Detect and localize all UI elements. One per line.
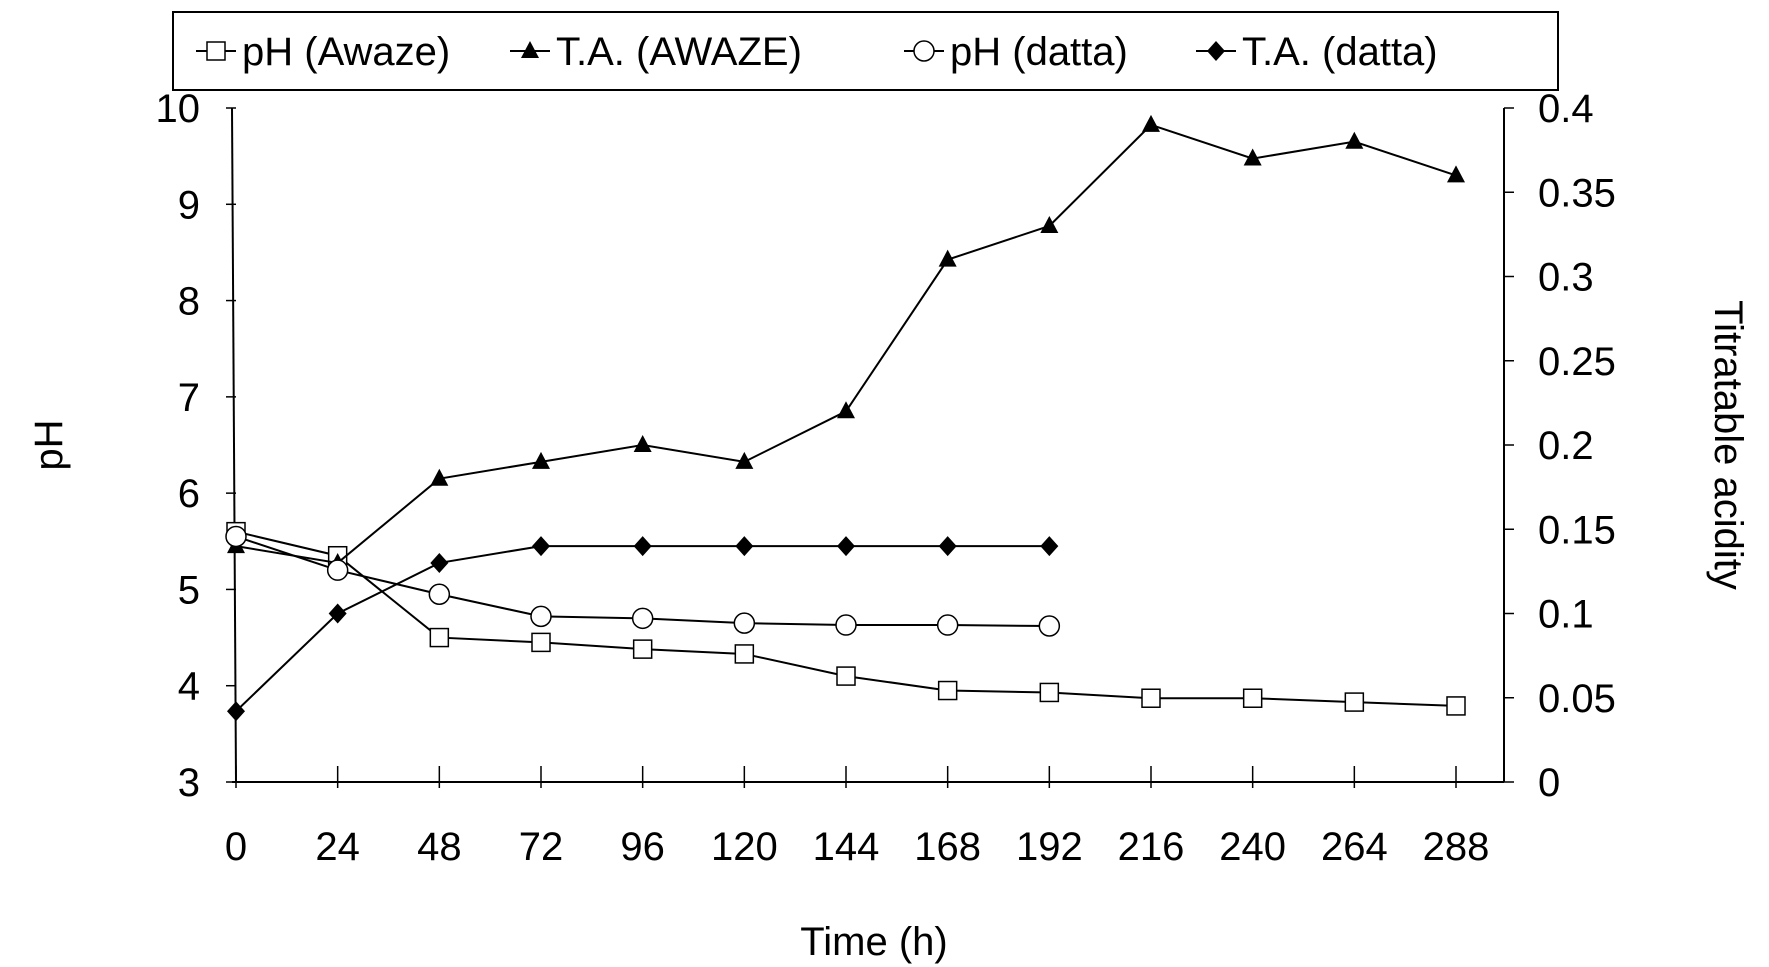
y-tick-label: 5 xyxy=(178,568,200,612)
left-y-axis xyxy=(231,107,237,783)
x-tick-label: 24 xyxy=(315,825,360,869)
y2-tick-label: 0.1 xyxy=(1538,593,1594,637)
series-t-a-awaze xyxy=(227,114,1465,570)
y2-tick-label: 0.3 xyxy=(1538,256,1594,300)
x-tick-label: 264 xyxy=(1321,825,1388,869)
y2-axis-title: Titratable acidity xyxy=(1706,300,1750,590)
x-tick-label: 120 xyxy=(711,825,778,869)
data-point-t-a-awaze xyxy=(837,401,855,419)
y2-tick-label: 0.4 xyxy=(1538,87,1594,131)
y2-tick-label: 0.15 xyxy=(1538,508,1616,552)
data-point-ph-awaze xyxy=(836,666,856,686)
data-point-t-a-datta xyxy=(227,701,245,722)
y-tick-label: 6 xyxy=(178,472,200,516)
y-ticks: 3 4 5 6 7 8 9 10 xyxy=(156,87,236,805)
y2-tick-label: 0.25 xyxy=(1538,340,1616,384)
data-point-t-a-awaze xyxy=(735,451,754,469)
legend-marker xyxy=(206,41,226,61)
y2-tick-label: 0.05 xyxy=(1538,677,1616,721)
data-point-t-a-datta xyxy=(532,536,550,557)
data-point-t-a-datta xyxy=(430,552,449,573)
legend-marker xyxy=(913,40,935,62)
y-tick-label: 8 xyxy=(178,280,200,324)
data-point-ph-awaze xyxy=(1039,682,1060,703)
x-tick-label: 216 xyxy=(1118,825,1185,869)
data-point-ph-datta xyxy=(631,607,654,630)
legend: pH (Awaze) T.A. (AWAZE) pH (datta) T.A. (da… xyxy=(196,30,1438,74)
data-point-ph-awaze xyxy=(1141,688,1161,708)
data-point-ph-awaze xyxy=(734,644,755,664)
y2-ticks: 0 0.05 0.1 0.15 0.2 0.25 0.3 0.35 0.4 xyxy=(1504,87,1616,805)
legend-label: pH (Awaze) xyxy=(242,30,450,74)
data-point-ph-datta xyxy=(530,605,552,628)
series-line-t-a-awaze xyxy=(235,123,1457,565)
data-point-ph-datta xyxy=(1038,615,1061,637)
data-point-t-a-datta xyxy=(1040,536,1059,557)
data-point-t-a-datta xyxy=(938,536,957,557)
x-tick-label: 72 xyxy=(519,825,564,869)
series-ph-datta xyxy=(225,525,1061,637)
x-tick-label: 96 xyxy=(620,825,665,869)
y2-tick-label: 0.35 xyxy=(1538,171,1616,215)
y-tick-label: 10 xyxy=(156,87,201,131)
y2-tick-label: 0 xyxy=(1538,761,1560,805)
x-tick-label: 240 xyxy=(1219,825,1286,869)
y-tick-label: 3 xyxy=(178,761,200,805)
data-point-ph-datta xyxy=(733,612,756,634)
series-ph-awaze xyxy=(226,521,1466,716)
y2-tick-label: 0.2 xyxy=(1538,424,1594,468)
legend-label: T.A. (datta) xyxy=(1242,30,1438,74)
data-point-ph-datta xyxy=(326,559,349,581)
data-point-ph-datta xyxy=(835,614,857,636)
data-point-t-a-awaze xyxy=(1447,165,1465,183)
data-point-t-a-awaze xyxy=(532,451,550,469)
legend-box xyxy=(172,11,1559,91)
data-point-ph-awaze xyxy=(1242,688,1263,708)
data-point-t-a-datta xyxy=(837,536,855,557)
data-point-t-a-awaze xyxy=(1243,148,1262,166)
x-tick-label: 144 xyxy=(813,825,880,869)
data-point-t-a-awaze xyxy=(1345,131,1364,149)
data-point-t-a-awaze xyxy=(1040,215,1059,233)
data-point-ph-awaze xyxy=(429,627,450,648)
y-tick-label: 4 xyxy=(178,665,200,709)
x-tick-label: 168 xyxy=(914,825,981,869)
data-point-t-a-datta xyxy=(633,536,652,557)
data-point-ph-datta xyxy=(428,583,451,605)
data-point-t-a-awaze xyxy=(633,435,652,452)
data-point-t-a-awaze xyxy=(430,468,449,486)
legend-label: pH (datta) xyxy=(950,30,1128,74)
legend-marker xyxy=(1207,41,1225,61)
data-point-ph-datta xyxy=(936,614,959,636)
series-layer xyxy=(225,114,1466,722)
data-point-t-a-datta xyxy=(735,536,754,557)
series-t-a-datta xyxy=(227,536,1059,722)
legend-label: T.A. (AWAZE) xyxy=(556,30,802,74)
x-ticks: 0 24 48 72 96 120 144 168 192 216 240 264 288 xyxy=(225,766,1490,869)
x-tick-label: 0 xyxy=(225,825,247,869)
data-point-ph-awaze xyxy=(632,639,653,659)
data-point-ph-awaze xyxy=(531,632,551,653)
x-tick-label: 48 xyxy=(417,825,462,869)
data-point-ph-awaze xyxy=(937,680,958,701)
data-point-ph-datta xyxy=(225,525,247,548)
data-point-ph-awaze xyxy=(1446,696,1466,716)
y-tick-label: 9 xyxy=(178,183,200,227)
data-point-t-a-awaze xyxy=(938,249,957,267)
x-tick-label: 192 xyxy=(1016,825,1083,869)
y-tick-label: 7 xyxy=(178,376,200,420)
data-point-t-a-datta xyxy=(328,603,347,624)
x-axis-title: Time (h) xyxy=(800,920,947,964)
legend-marker xyxy=(521,41,539,58)
data-point-t-a-awaze xyxy=(1142,114,1160,132)
y-axis-title: pH xyxy=(27,419,71,470)
x-tick-label: 288 xyxy=(1423,825,1490,869)
data-point-ph-awaze xyxy=(1344,692,1365,712)
